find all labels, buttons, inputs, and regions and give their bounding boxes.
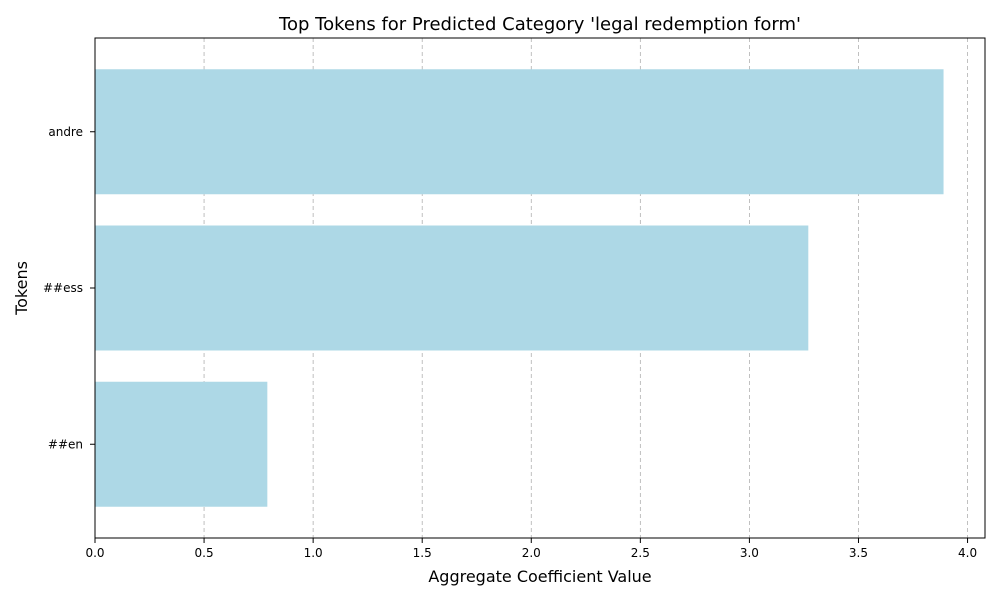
x-tick-label: 2.0: [522, 546, 541, 560]
x-tick-label: 0.0: [85, 546, 104, 560]
x-axis-label: Aggregate Coefficient Value: [428, 567, 651, 586]
x-tick-label: 3.5: [849, 546, 868, 560]
y-tick-label: andre: [48, 125, 83, 139]
chart-title: Top Tokens for Predicted Category 'legal…: [278, 14, 801, 35]
x-tick-label: 1.0: [304, 546, 323, 560]
x-tick-label: 2.5: [631, 546, 650, 560]
x-axis-ticks: 0.0 0.5 1.0 1.5 2.0 2.5 3.0 3.5 4.0: [85, 538, 977, 560]
bar-ess: [95, 225, 809, 351]
x-tick-label: 1.5: [413, 546, 432, 560]
bars: [95, 69, 944, 507]
y-axis-label: Tokens: [12, 261, 31, 316]
x-tick-label: 4.0: [958, 546, 977, 560]
y-axis-ticks: andre ##ess ##en: [43, 125, 95, 451]
bar-en: [95, 381, 268, 507]
bar-andre: [95, 69, 944, 195]
x-tick-label: 0.5: [195, 546, 214, 560]
y-tick-label: ##en: [48, 437, 83, 451]
y-tick-label: ##ess: [43, 281, 83, 295]
x-tick-label: 3.0: [740, 546, 759, 560]
